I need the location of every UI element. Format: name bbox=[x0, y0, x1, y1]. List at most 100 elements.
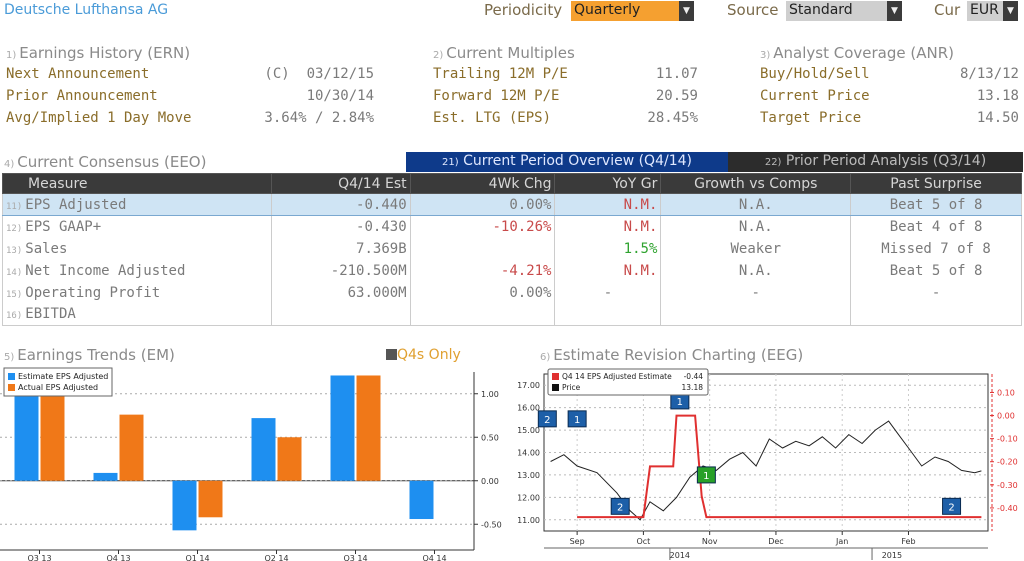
earnings-trends-title[interactable]: 5) Earnings Trends (EM) bbox=[4, 346, 175, 364]
analyst-coverage-title[interactable]: 3) Analyst Coverage (ANR) bbox=[760, 44, 954, 62]
kv-value: 3.64% / 2.84% bbox=[264, 110, 374, 126]
chg-cell: 0.00% bbox=[409, 193, 556, 216]
measure-cell: 12) EPS GAAP+ bbox=[2, 215, 272, 238]
col-header-est[interactable]: Q4/14 Est bbox=[270, 173, 411, 194]
actual-bar bbox=[198, 480, 223, 518]
chg-cell bbox=[409, 303, 556, 326]
current-multiples-title[interactable]: 2) Current Multiples bbox=[433, 44, 575, 62]
kv-row: Target Price 14.50 bbox=[760, 110, 1019, 132]
tab-current-period[interactable]: 21) Current Period Overview (Q4/14) bbox=[406, 152, 728, 172]
col-header-4wk[interactable]: 4Wk Chg bbox=[409, 173, 556, 194]
surprise-cell: Beat 5 of 8 bbox=[850, 193, 1022, 216]
left-tick-label: 12.00 bbox=[517, 493, 540, 502]
measure-cell: 11) EPS Adjusted bbox=[2, 193, 272, 216]
source-label: Source bbox=[727, 1, 779, 19]
current-consensus-title[interactable]: 4) Current Consensus (EEO) bbox=[4, 153, 206, 171]
col-header-measure[interactable]: Measure bbox=[2, 173, 272, 194]
est-cell bbox=[270, 303, 411, 326]
analyst-marker bbox=[696, 466, 716, 484]
est-cell: 63.000M bbox=[270, 281, 411, 304]
section-number: 4) bbox=[4, 159, 15, 170]
table-row[interactable]: 16) EBITDA bbox=[2, 303, 1022, 326]
legend-swatch bbox=[552, 384, 559, 391]
left-tick-label: 11.00 bbox=[517, 516, 540, 525]
table-row[interactable]: 13) Sales 7.369B 1.5% Weaker Missed 7 of … bbox=[2, 237, 1022, 260]
comps-cell: - bbox=[660, 281, 852, 304]
analyst-marker bbox=[610, 497, 630, 515]
kv-value: (C) 03/12/15 bbox=[264, 66, 374, 82]
measure-label: Operating Profit bbox=[25, 284, 161, 301]
estimate-line bbox=[577, 414, 982, 519]
currency-value: EUR bbox=[970, 2, 999, 18]
right-tick-label: -0.20 bbox=[997, 458, 1018, 467]
measure-label: Net Income Adjusted bbox=[25, 262, 186, 279]
surprise-cell: Beat 5 of 8 bbox=[850, 259, 1022, 282]
legend-value: 13.18 bbox=[682, 383, 704, 392]
row-number: 14) bbox=[6, 267, 23, 278]
estimate-revision-title[interactable]: 6) Estimate Revision Charting (EEG) bbox=[540, 346, 803, 364]
marker-label: 2 bbox=[544, 415, 550, 426]
estimate-bar bbox=[251, 418, 276, 481]
left-tick-label: 14.00 bbox=[517, 449, 540, 458]
marker-label: 1 bbox=[677, 397, 683, 408]
analyst-marker bbox=[567, 410, 587, 428]
kv-label: Forward 12M P/E bbox=[433, 88, 560, 104]
x-tick-label: Jan bbox=[835, 537, 848, 546]
right-tick-label: 0.10 bbox=[997, 388, 1015, 397]
price-line bbox=[550, 420, 982, 521]
section-label: Estimate Revision Charting (EEG) bbox=[553, 346, 804, 364]
measure-cell: 14) Net Income Adjusted bbox=[2, 259, 272, 282]
row-number: 13) bbox=[6, 245, 23, 256]
table-row[interactable]: 11) EPS Adjusted -0.440 0.00% N.M. N.A. B… bbox=[2, 193, 1022, 216]
table-row[interactable]: 15) Operating Profit 63.000M 0.00% - - - bbox=[2, 281, 1022, 304]
right-tick-label: 0.00 bbox=[997, 412, 1015, 421]
estimate-bar bbox=[93, 472, 118, 481]
col-header-yoy[interactable]: YoY Gr bbox=[554, 173, 662, 194]
col-header-comps[interactable]: Growth vs Comps bbox=[660, 173, 852, 194]
kv-label: Next Announcement bbox=[6, 66, 150, 82]
section-number: 5) bbox=[4, 352, 15, 363]
comps-cell bbox=[660, 303, 852, 326]
row-number: 11) bbox=[6, 201, 23, 212]
marker-label: 1 bbox=[703, 471, 709, 482]
kv-label: Est. LTG (EPS) bbox=[433, 110, 552, 126]
legend-label: Price bbox=[562, 383, 581, 392]
kv-row: Forward 12M P/E 20.59 bbox=[433, 88, 698, 110]
est-cell: -0.430 bbox=[270, 215, 411, 238]
table-row[interactable]: 14) Net Income Adjusted -210.500M -4.21% … bbox=[2, 259, 1022, 282]
kv-label: Target Price bbox=[760, 110, 862, 126]
q4s-only-toggle[interactable]: Q4s Only bbox=[386, 347, 461, 363]
periodicity-dropdown[interactable]: Quarterly ▼ bbox=[571, 1, 694, 21]
section-label: Earnings History (ERN) bbox=[19, 44, 191, 62]
currency-dropdown[interactable]: EUR ▼ bbox=[967, 1, 1018, 21]
year-label: 2014 bbox=[670, 551, 690, 560]
actual-bar bbox=[356, 375, 381, 481]
tab-prior-period[interactable]: 22) Prior Period Analysis (Q3/14) bbox=[728, 152, 1023, 172]
section-label: Analyst Coverage (ANR) bbox=[773, 44, 954, 62]
toggle-label: Q4s Only bbox=[397, 347, 461, 363]
x-tick-label: Q3 14 bbox=[343, 554, 367, 561]
marker-label: 2 bbox=[948, 502, 954, 513]
legend-value: -0.44 bbox=[684, 372, 704, 381]
earnings-history-title[interactable]: 1) Earnings History (ERN) bbox=[6, 44, 190, 62]
estimate-bar bbox=[330, 375, 355, 481]
est-cell: -0.440 bbox=[270, 193, 411, 216]
legend-label: Actual EPS Adjusted bbox=[18, 383, 98, 392]
tab-number: 21) bbox=[442, 157, 459, 168]
legend-label: Estimate EPS Adjusted bbox=[18, 372, 108, 381]
est-cell: -210.500M bbox=[270, 259, 411, 282]
kv-row: Trailing 12M P/E 11.07 bbox=[433, 66, 698, 88]
chg-cell: 0.00% bbox=[409, 281, 556, 304]
y-tick-label: 0.00 bbox=[481, 477, 499, 486]
consensus-table: Measure Q4/14 Est 4Wk Chg YoY Gr Growth … bbox=[2, 173, 1022, 326]
comps-cell: N.A. bbox=[660, 259, 852, 282]
col-header-surprise[interactable]: Past Surprise bbox=[850, 173, 1022, 194]
right-tick-label: -0.30 bbox=[997, 481, 1018, 490]
chart-legend bbox=[3, 367, 113, 397]
analyst-marker bbox=[537, 410, 557, 428]
cur-label: Cur bbox=[934, 1, 961, 19]
checkbox-icon bbox=[386, 349, 397, 360]
table-row[interactable]: 12) EPS GAAP+ -0.430 -10.26% N.M. N.A. Be… bbox=[2, 215, 1022, 238]
kv-label: Prior Announcement bbox=[6, 88, 158, 104]
source-dropdown[interactable]: Standard ▼ bbox=[786, 1, 902, 21]
